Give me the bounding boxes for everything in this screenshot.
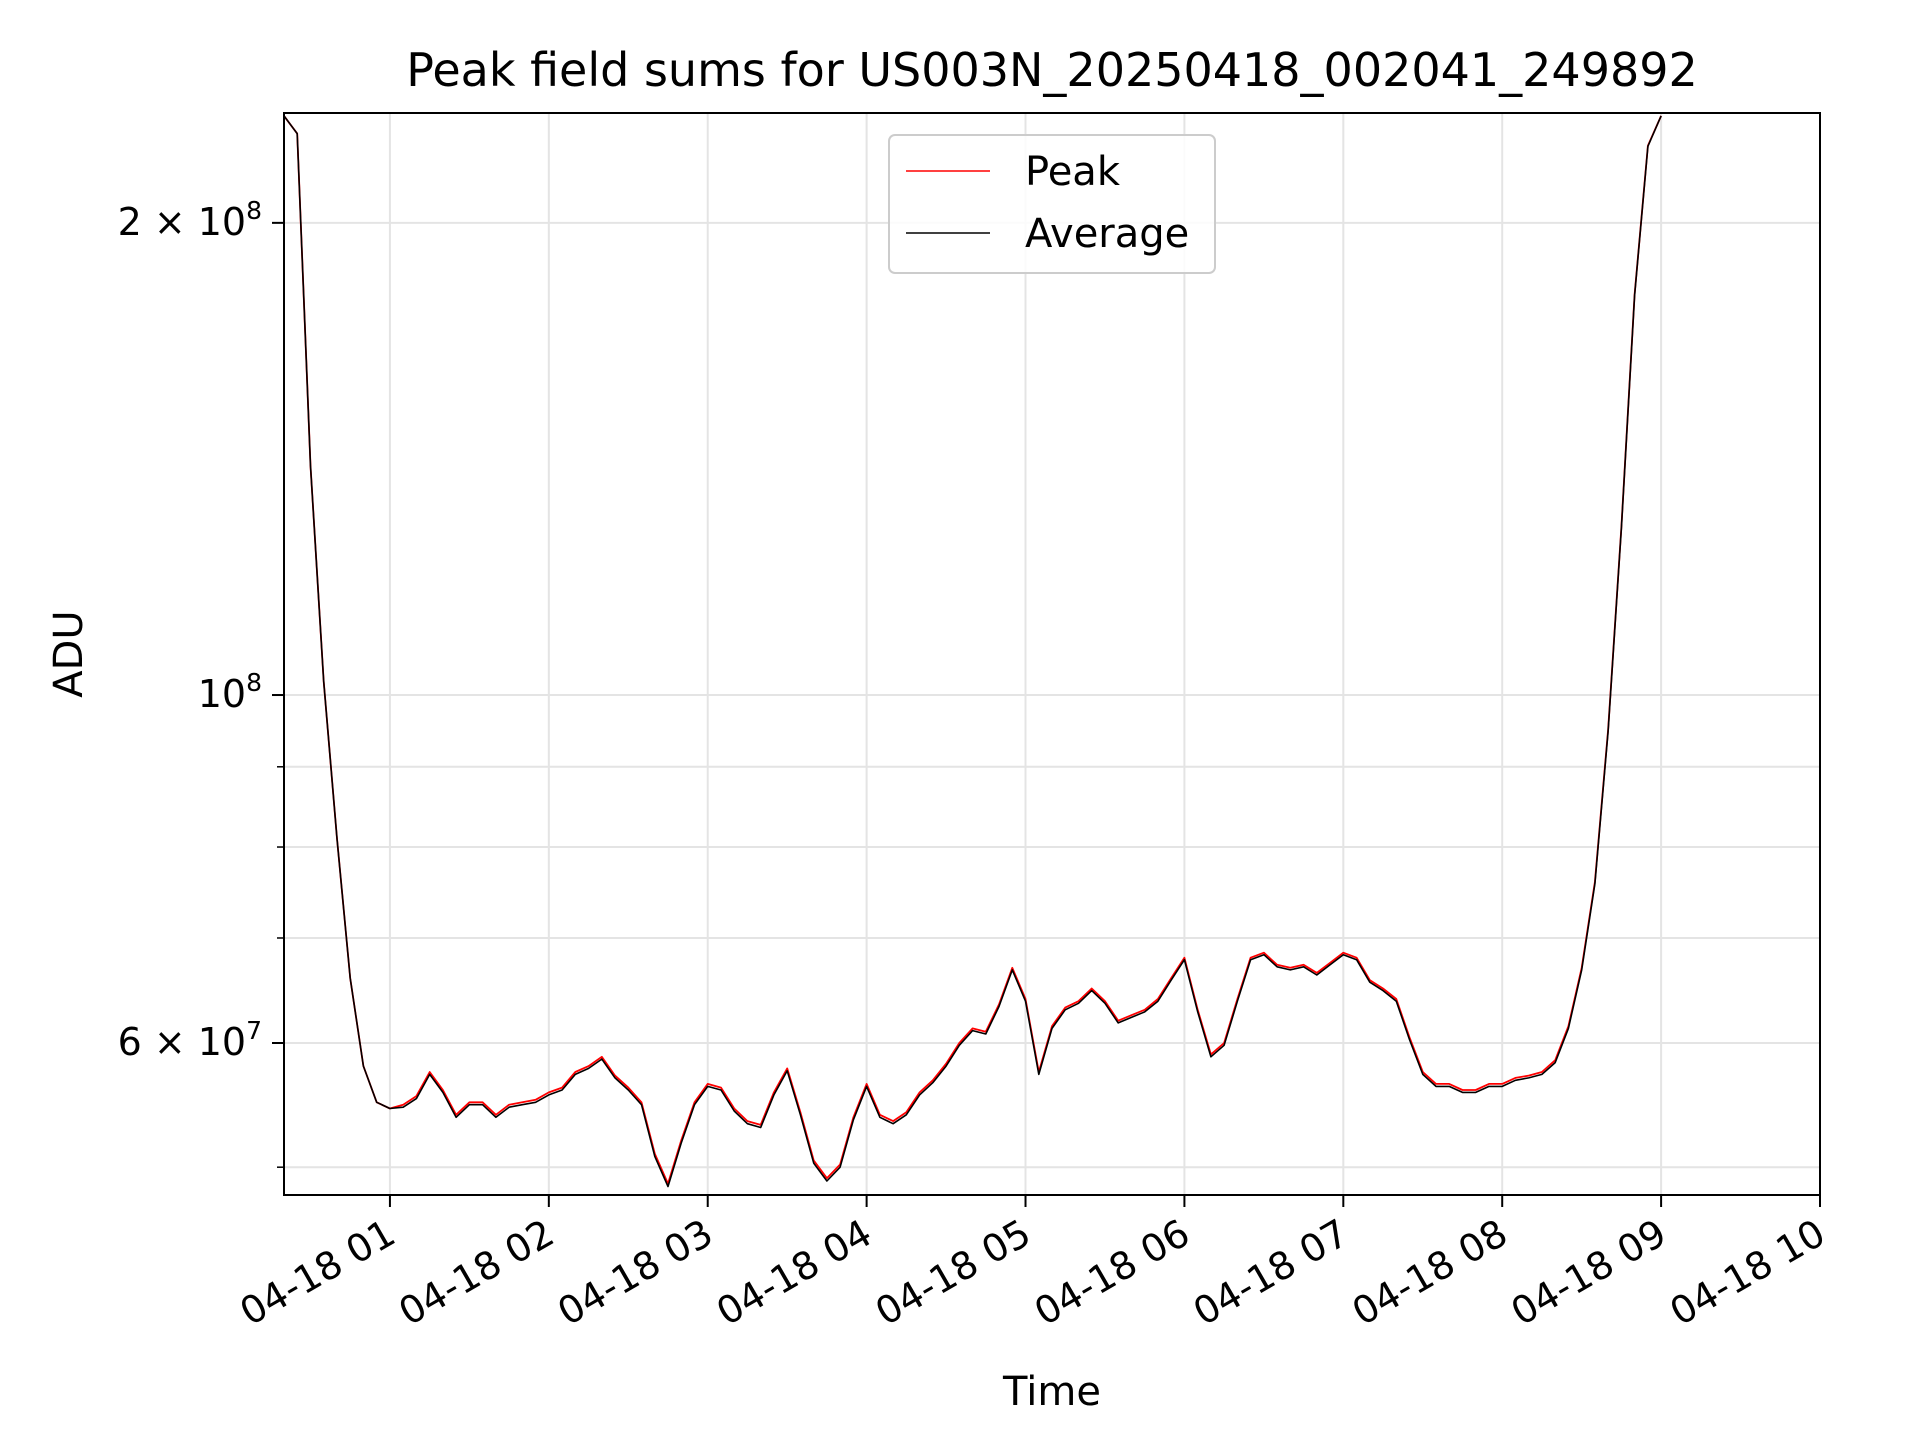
x-tick-label: 04-18 01	[232, 1211, 402, 1335]
x-tick-label: 04-18 09	[1504, 1211, 1674, 1335]
y-axis: 6 × 107 108 2 × 108	[118, 196, 284, 1168]
legend-box	[888, 134, 1216, 274]
y-tick-label: 108	[198, 668, 262, 716]
legend-average-label: Average	[1025, 211, 1189, 257]
x-tick-label: 04-18 03	[550, 1211, 720, 1335]
x-axis-label: Time	[1002, 1369, 1101, 1415]
x-tick-label: 04-18 10	[1663, 1211, 1833, 1335]
series-layer	[283, 115, 1662, 1188]
x-tick-label: 04-18 07	[1186, 1211, 1356, 1335]
y-tick-label: 6 × 107	[118, 1016, 262, 1064]
x-tick-label: 04-18 05	[868, 1211, 1038, 1335]
x-tick-label: 04-18 04	[709, 1211, 879, 1335]
grid	[284, 113, 1821, 1195]
series-average-line	[283, 115, 1662, 1188]
y-tick-label: 2 × 108	[118, 196, 262, 244]
x-tick-label: 04-18 02	[391, 1211, 561, 1335]
chart-title: Peak field sums for US003N_20250418_0020…	[406, 43, 1698, 97]
plot-frame	[283, 112, 1821, 1196]
y-axis-label: ADU	[46, 610, 92, 697]
series-peak-line	[283, 115, 1662, 1185]
x-tick-label: 04-18 08	[1345, 1211, 1515, 1335]
legend-peak-label: Peak	[1025, 149, 1121, 195]
x-tick-label: 04-18 06	[1027, 1211, 1197, 1335]
legend: Peak Average	[888, 134, 1216, 274]
